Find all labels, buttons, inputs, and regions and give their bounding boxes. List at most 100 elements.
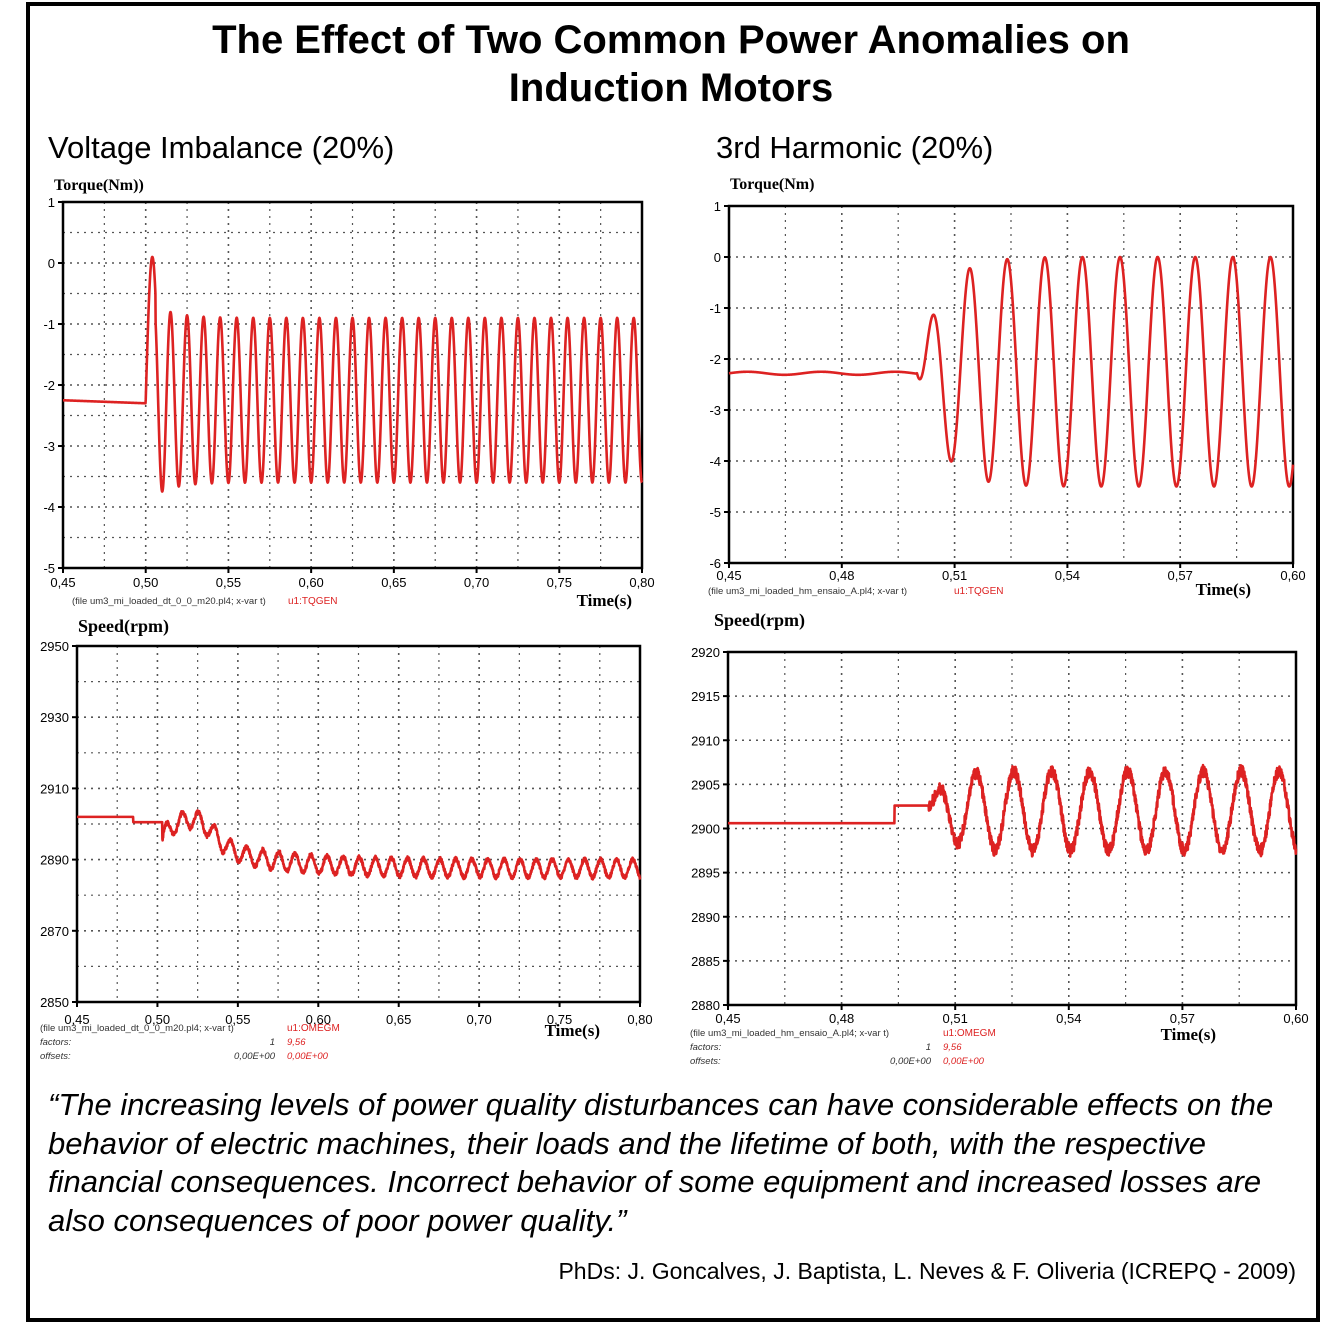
credit-text: PhDs: J. Goncalves, J. Baptista, L. Neve…: [558, 1258, 1296, 1284]
footer-row-label: factors:: [40, 1037, 72, 1048]
chart-torque-harmonic: 1 0 -1 -2 -3 -4 -5 -60,45 0,48 0,51 0,54 0,57 0,60 To…: [708, 176, 1306, 599]
footer-file: (file um3_mi_loaded_dt_0_0_m20.pl4; x-va…: [40, 1023, 234, 1034]
x-tick-label: 0,60: [306, 1012, 331, 1027]
x-axis-label: Time(s): [1161, 1025, 1216, 1044]
footer-row-label: factors:: [690, 1042, 722, 1053]
x-tick-label: 0,60: [1283, 1011, 1308, 1026]
y-tick-label: -5: [709, 505, 721, 520]
footer-file: (file um3_mi_loaded_hm_ensaio_A.pl4; x-v…: [690, 1028, 889, 1039]
y-tick-label: -1: [43, 317, 55, 332]
x-tick-label: 0,50: [133, 575, 158, 590]
x-tick-label: 0,75: [547, 1012, 572, 1027]
x-tick-label: 0,57: [1170, 1011, 1195, 1026]
y-tick-label: 2870: [40, 924, 69, 939]
y-tick-label: 2915: [691, 689, 720, 704]
footer-series: u1:TQGEN: [288, 596, 337, 607]
series-line: [61, 255, 644, 493]
footer-series: u1:OMEGM: [943, 1028, 996, 1039]
y-tick-label: 2890: [691, 910, 720, 925]
x-tick-label: 0,65: [386, 1012, 411, 1027]
x-tick-label: 0,48: [829, 568, 854, 583]
x-tick-label: 0,55: [216, 575, 241, 590]
footer-series: u1:OMEGM: [287, 1023, 340, 1034]
footer-row-value: 0,00E+00: [890, 1056, 932, 1067]
y-tick-label: -6: [709, 556, 721, 571]
y-tick-label: 2930: [40, 710, 69, 725]
y-tick-label: 1: [714, 199, 721, 214]
footer-row-red: 9,56: [287, 1037, 306, 1048]
x-tick-label: 0,45: [64, 1012, 89, 1027]
y-tick-label: 2895: [691, 866, 720, 881]
x-tick-label: 0,80: [629, 575, 654, 590]
footer-row-red: 0,00E+00: [943, 1056, 985, 1067]
y-tick-label: -2: [709, 352, 721, 367]
x-tick-label: 0,57: [1168, 568, 1193, 583]
y-tick-label: 2900: [691, 822, 720, 837]
figure-title: The Effect of Two Common Power Anomalies…: [26, 16, 1316, 112]
y-tick-label: 0: [48, 256, 55, 271]
series-line: [75, 809, 642, 881]
x-tick-label: 0,50: [145, 1012, 170, 1027]
panel-speed-harmonic: 2920 2915 2910 2905 2900 2895 2890 2885 2880 0,45…: [686, 608, 1310, 1072]
y-tick-label: 2890: [40, 853, 69, 868]
y-tick-label: -3: [709, 403, 721, 418]
y-tick-label: 2910: [691, 733, 720, 748]
x-tick-label: 0,60: [298, 575, 323, 590]
footer-series: u1:TQGEN: [954, 586, 1003, 597]
y-tick-label: 2910: [40, 781, 69, 796]
x-tick-label: 0,51: [942, 568, 967, 583]
y-tick-label: -2: [43, 378, 55, 393]
x-tick-label: 0,54: [1056, 1011, 1081, 1026]
y-axis-label: Speed(rpm): [714, 610, 805, 631]
left-subtitle: Voltage Imbalance (20%): [48, 130, 395, 165]
panel-speed-imbalance: 2950 2930 2910 2890 2870 2850 0,45 0,50 0,55 0,60…: [30, 612, 670, 1072]
x-tick-label: 0,55: [225, 1012, 250, 1027]
title-line-2: Induction Motors: [508, 66, 834, 110]
x-axis-label: Time(s): [545, 1021, 600, 1040]
series-line: [726, 763, 1298, 858]
y-tick-label: 2880: [691, 998, 720, 1013]
footer-row-label: offsets:: [40, 1051, 71, 1062]
y-tick-label: 2905: [691, 777, 720, 792]
footer-file: (file um3_mi_loaded_hm_ensaio_A.pl4; x-v…: [708, 586, 907, 597]
y-tick-label: 2920: [691, 645, 720, 660]
y-tick-label: -4: [43, 500, 55, 515]
y-tick-label: 2950: [40, 639, 69, 654]
y-tick-label: 0: [714, 250, 721, 265]
title-line-1: The Effect of Two Common Power Anomalies…: [212, 18, 1130, 62]
x-tick-label: 0,75: [547, 575, 572, 590]
y-tick-label: 2850: [40, 995, 69, 1010]
x-tick-label: 0,60: [1280, 568, 1305, 583]
figure-frame: [26, 2, 1320, 1322]
footer-row-value: 1: [270, 1037, 275, 1048]
x-tick-label: 0,65: [381, 575, 406, 590]
chart-speed-harmonic: 2920 2915 2910 2905 2900 2895 2890 2885 28800,45…: [690, 610, 1309, 1067]
y-tick-label: -1: [709, 301, 721, 316]
footer-row-red: 9,56: [943, 1042, 962, 1053]
footer-file: (file um3_mi_loaded_dt_0_0_m20.pl4; x-va…: [72, 596, 266, 607]
y-axis-label: Torque(Nm): [730, 176, 814, 193]
chart-speed-imbalance: 2950 2930 2910 2890 2870 2850 0,45 0,50 0,55 0,60…: [40, 616, 653, 1062]
y-axis-label: Torque(Nm)): [54, 177, 144, 194]
panel-torque-imbalance: 1 0 -1 -2 -3 -4 -5 0,45 0,50 0,55 0,60 0,65 0,70 0,75…: [30, 172, 670, 614]
x-tick-label: 0,48: [829, 1011, 854, 1026]
plot-frame: [727, 204, 1295, 565]
footer-row-value: 0,00E+00: [234, 1051, 276, 1062]
chart-torque-imbalance: 1 0 -1 -2 -3 -4 -50,45 0,50 0,55 0,60 0,65 0,70 0,75…: [43, 177, 654, 610]
x-tick-label: 0,45: [716, 568, 741, 583]
footer-row-label: offsets:: [690, 1056, 721, 1067]
series-line: [727, 255, 1295, 488]
x-tick-label: 0,45: [715, 1011, 740, 1026]
y-tick-label: 2885: [691, 954, 720, 969]
x-tick-label: 0,70: [466, 1012, 491, 1027]
y-tick-label: 1: [48, 195, 55, 210]
footer-row-red: 0,00E+00: [287, 1051, 329, 1062]
right-subtitle: 3rd Harmonic (20%): [716, 130, 994, 165]
plot-frame: [75, 644, 642, 1004]
quote-text: “The increasing levels of power quality …: [48, 1087, 1274, 1238]
panel-torque-harmonic: 1 0 -1 -2 -3 -4 -5 -6 0,45 0,48 0,51 0,54 0,57 0,60 To…: [686, 170, 1310, 610]
y-axis-label: Speed(rpm): [78, 616, 169, 637]
x-axis-label: Time(s): [1196, 580, 1251, 599]
x-tick-label: 0,80: [627, 1012, 652, 1027]
x-tick-label: 0,54: [1055, 568, 1080, 583]
